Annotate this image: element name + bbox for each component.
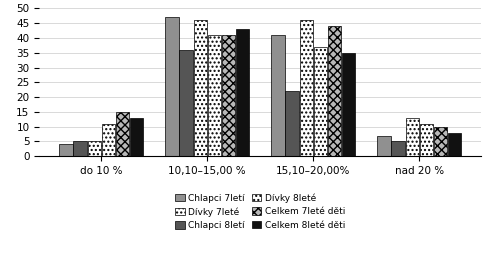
Bar [434, 127, 447, 156]
Bar [59, 145, 73, 156]
Legend: Chlapci 7letí, Dívky 7leté, Chlapci 8letí, Dívky 8leté, Celkem 7leté děti, Celke: Chlapci 7letí, Dívky 7leté, Chlapci 8let… [175, 193, 345, 230]
Bar [391, 141, 405, 156]
Bar [328, 26, 341, 156]
Bar [102, 124, 115, 156]
Bar [87, 141, 101, 156]
Bar [193, 20, 207, 156]
Bar [208, 35, 221, 156]
Bar [420, 124, 433, 156]
Bar [74, 141, 87, 156]
Bar [314, 47, 327, 156]
Bar [222, 35, 235, 156]
Bar [406, 118, 419, 156]
Bar [300, 20, 313, 156]
Bar [236, 29, 249, 156]
Bar [165, 17, 179, 156]
Bar [378, 136, 391, 156]
Bar [342, 53, 355, 156]
Bar [130, 118, 143, 156]
Bar [272, 35, 285, 156]
Bar [180, 50, 192, 156]
Bar [285, 91, 299, 156]
Bar [448, 133, 461, 156]
Bar [116, 112, 129, 156]
